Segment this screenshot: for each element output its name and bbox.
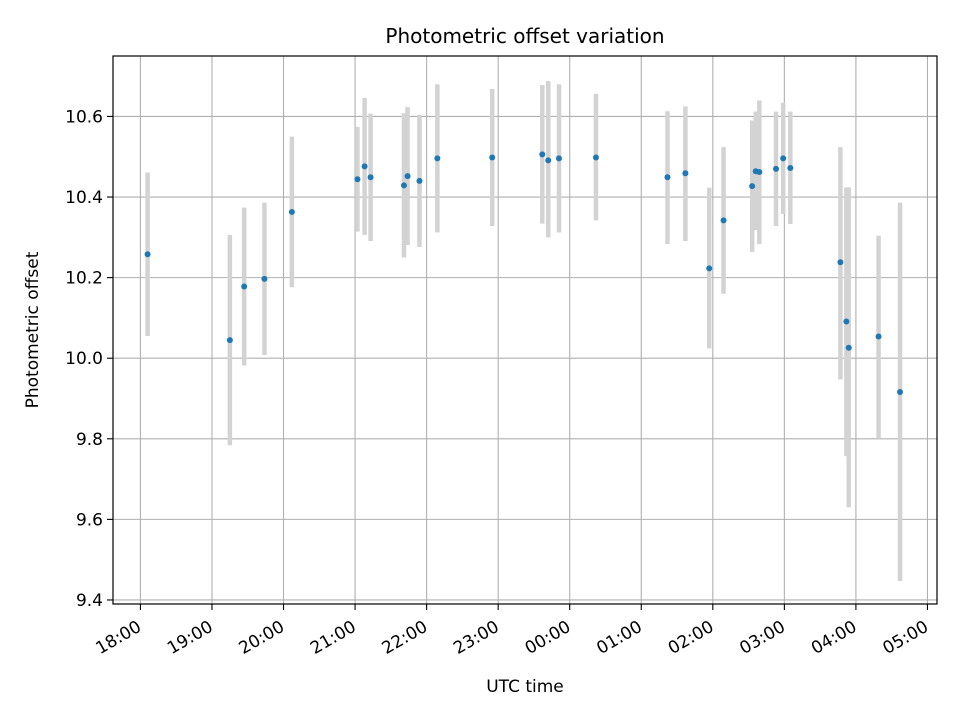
data-point <box>837 259 844 266</box>
data-point <box>367 174 374 181</box>
y-tick-label: 10.6 <box>65 107 103 127</box>
y-tick-label: 9.4 <box>76 591 103 611</box>
data-point <box>434 155 441 162</box>
data-point <box>400 182 407 189</box>
grid <box>113 56 937 604</box>
chart-title: Photometric offset variation <box>385 24 664 48</box>
data-point <box>404 173 411 180</box>
data-point <box>241 283 248 290</box>
data-point <box>749 183 756 190</box>
plot-frame <box>112 55 938 605</box>
data-points <box>144 151 904 396</box>
data-point <box>780 155 787 162</box>
x-axis-title: UTC time <box>486 677 564 697</box>
data-point <box>361 163 368 170</box>
y-tick-label: 10.4 <box>65 188 103 208</box>
data-point <box>787 165 794 172</box>
data-point <box>773 165 780 172</box>
y-axis: 9.4 9.6 9.8 10.0 10.2 10.4 10.6 <box>65 107 113 611</box>
data-point <box>897 389 904 396</box>
data-point <box>664 174 671 181</box>
data-point <box>555 155 562 162</box>
data-point <box>416 177 423 184</box>
data-point <box>539 151 546 158</box>
y-tick-label: 9.6 <box>76 510 103 530</box>
data-point <box>545 157 552 164</box>
data-point <box>845 344 852 351</box>
data-point <box>288 208 295 215</box>
plot-area <box>113 56 937 604</box>
data-point <box>144 251 151 258</box>
data-point <box>592 154 599 161</box>
data-point <box>706 265 713 272</box>
y-axis-title: Photometric offset <box>23 251 43 408</box>
data-point <box>489 154 496 161</box>
data-point <box>875 333 882 340</box>
data-point <box>843 318 850 325</box>
data-point <box>226 337 233 344</box>
data-point <box>756 169 763 176</box>
y-tick-label: 10.2 <box>65 269 103 289</box>
data-point <box>720 217 727 224</box>
data-point <box>354 176 361 183</box>
y-tick-label: 10.0 <box>65 349 103 369</box>
data-point <box>261 275 268 282</box>
y-tick-label: 9.8 <box>76 430 103 450</box>
data-point <box>682 170 689 177</box>
